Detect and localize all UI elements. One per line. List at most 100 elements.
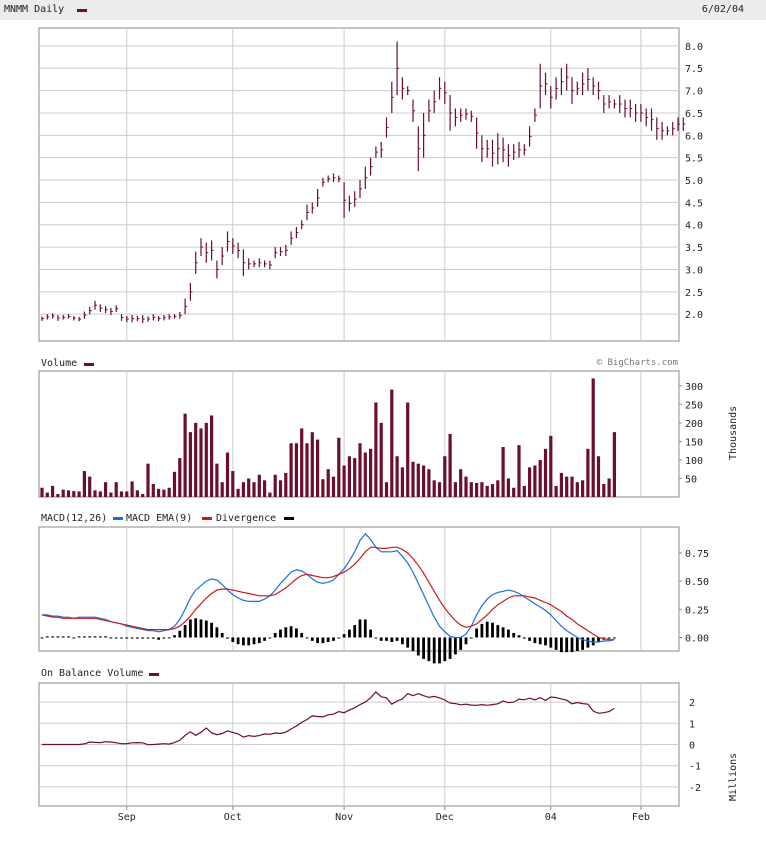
price-bar-95 [544, 72, 548, 96]
price-bar-100 [571, 77, 574, 105]
volume-bar-70 [411, 461, 415, 497]
divergence-bar-23 [162, 637, 166, 639]
divergence-bar-34 [220, 632, 224, 638]
price-bar-23 [163, 315, 166, 321]
divergence-bar-40 [252, 637, 256, 645]
divergence-bar-43 [268, 637, 272, 639]
price-bar-102 [581, 72, 585, 96]
price-bar-24 [168, 314, 172, 320]
price-bar-93 [534, 108, 537, 122]
x-axis-label: 04 [545, 812, 557, 823]
volume-bar-57 [342, 465, 346, 497]
volume-bar-58 [347, 456, 351, 497]
volume-y-tick-label: 250 [685, 400, 703, 411]
volume-y-tick-label: 300 [685, 382, 703, 393]
volume-bar-6 [72, 491, 76, 497]
price-bar-40 [253, 260, 256, 268]
divergence-bar-1 [45, 636, 49, 638]
price-bar-91 [523, 144, 527, 156]
volume-bar-90 [517, 445, 521, 497]
volume-bar-54 [326, 469, 330, 497]
volume-bar-59 [353, 458, 357, 497]
volume-bar-9 [88, 476, 92, 497]
volume-bar-23 [162, 489, 166, 497]
divergence-bar-47 [289, 626, 293, 638]
price-bar-17 [131, 315, 135, 323]
macd-legend-swatch [113, 517, 123, 520]
volume-bar-30 [199, 428, 203, 497]
macd-y-tick-label: 0.50 [685, 577, 709, 588]
divergence-bar-7 [77, 636, 81, 638]
macd-line [42, 532, 615, 643]
price-bar-41 [258, 258, 262, 268]
divergence-bar-37 [236, 637, 240, 645]
volume-bar-72 [422, 465, 426, 497]
divergence-bar-97 [554, 637, 558, 650]
divergence-bar-107 [607, 637, 611, 639]
copyright-label: © BigCharts.com [596, 358, 678, 368]
price-bar-28 [189, 282, 193, 301]
volume-bar-66 [390, 389, 394, 497]
price-bar-119 [672, 121, 675, 136]
volume-bar-37 [236, 488, 240, 497]
price-bar-89 [513, 144, 516, 160]
price-bar-36 [232, 238, 235, 254]
volume-bar-33 [215, 463, 219, 497]
macd-ema-line [41, 546, 615, 641]
price-bar-114 [645, 108, 649, 127]
divergence-bar-29 [194, 618, 198, 638]
price-bar-38 [242, 249, 246, 277]
divergence-bar-100 [570, 637, 574, 653]
price-bar-26 [179, 311, 182, 319]
volume-bar-108 [612, 432, 616, 497]
volume-bar-81 [469, 482, 473, 497]
volume-bar-83 [480, 482, 484, 497]
price-bar-74 [433, 90, 437, 113]
divergence-bar-54 [326, 637, 330, 642]
price-bar-94 [539, 63, 543, 109]
price-bar-57 [343, 182, 347, 219]
volume-bar-38 [241, 482, 245, 497]
volume-bar-20 [146, 463, 150, 497]
volume-bar-82 [475, 482, 479, 497]
volume-bar-91 [522, 485, 526, 497]
divergence-bar-60 [358, 619, 362, 638]
divergence-bar-92 [528, 637, 531, 641]
volume-bar-11 [98, 491, 102, 497]
price-y-tick-label: 8.0 [685, 42, 703, 53]
volume-bar-1 [45, 492, 49, 497]
volume-bar-50 [305, 443, 309, 497]
price-bar-22 [158, 315, 161, 322]
divergence-bar-90 [517, 635, 521, 638]
divergence-legend-swatch [284, 517, 294, 520]
divergence-bar-98 [560, 637, 563, 653]
volume-bar-63 [374, 402, 378, 497]
volume-bar-94 [538, 459, 542, 497]
price-y-tick-label: 6.0 [685, 131, 703, 142]
price-bar-96 [550, 86, 553, 109]
divergence-bar-108 [613, 637, 616, 639]
price-bar-25 [173, 314, 177, 319]
volume-bar-34 [220, 482, 224, 497]
divergence-bar-41 [257, 637, 261, 644]
price-bar-110 [624, 99, 627, 118]
volume-bar-55 [331, 476, 336, 497]
divergence-bar-13 [109, 637, 113, 639]
chart-title: MNMM Daily [4, 4, 65, 15]
volume-bar-17 [130, 481, 134, 497]
volume-bar-96 [549, 435, 553, 497]
divergence-bar-55 [332, 637, 335, 641]
divergence-bar-15 [120, 637, 123, 639]
price-bar-8 [83, 311, 87, 319]
divergence-bar-103 [586, 637, 590, 648]
volume-bar-13 [109, 492, 113, 497]
price-bar-2 [51, 313, 55, 319]
price-bar-43 [269, 260, 272, 270]
divergence-bar-84 [485, 621, 489, 638]
divergence-bar-4 [61, 636, 65, 638]
price-bar-45 [279, 247, 283, 257]
volume-bar-19 [141, 494, 145, 497]
price-bar-4 [62, 315, 66, 320]
divergence-bar-51 [310, 637, 314, 641]
volume-bar-75 [437, 482, 442, 497]
